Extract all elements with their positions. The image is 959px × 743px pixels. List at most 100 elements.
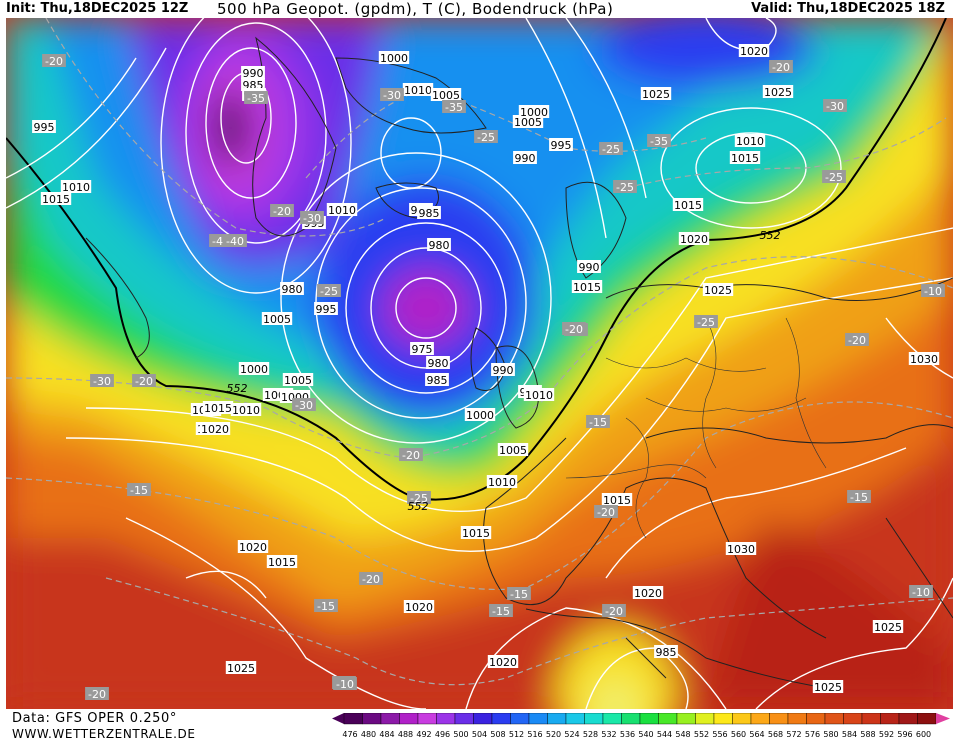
legend-swatch xyxy=(436,712,456,725)
svg-text:1015: 1015 xyxy=(42,193,70,206)
pressure-label: 1010 xyxy=(523,388,555,402)
pressure-label: 1015 xyxy=(266,555,298,569)
data-source: Data: GFS OPER 0.250° xyxy=(12,711,178,726)
legend-value: 592 xyxy=(879,730,894,739)
svg-text:1020: 1020 xyxy=(405,601,433,614)
temperature-label: -25 xyxy=(317,284,341,298)
svg-text:995: 995 xyxy=(551,139,572,152)
svg-text:995: 995 xyxy=(316,303,337,316)
temperature-label: -20 xyxy=(562,322,586,336)
pressure-label: 1005 xyxy=(497,443,529,457)
svg-text:1010: 1010 xyxy=(404,84,432,97)
svg-text:1030: 1030 xyxy=(910,353,938,366)
pressure-label: 1020 xyxy=(199,422,231,436)
legend-swatch xyxy=(806,712,826,725)
weather-map: 9959909859809951010101510001010100510051… xyxy=(6,18,953,709)
temperature-label: -20 xyxy=(270,204,294,218)
legend-value: 492 xyxy=(416,730,431,739)
pressure-label: 1015 xyxy=(202,401,234,415)
legend-value: 480 xyxy=(361,730,376,739)
temperature-label: -30 xyxy=(823,99,847,113)
legend-value: 560 xyxy=(731,730,746,739)
svg-text:-25: -25 xyxy=(616,181,634,194)
pressure-label: 1030 xyxy=(725,542,757,556)
svg-text:-25: -25 xyxy=(320,285,338,298)
temperature-label: -15 xyxy=(507,587,531,601)
legend-value: 600 xyxy=(916,730,931,739)
legend-value: 576 xyxy=(805,730,820,739)
legend-swatch xyxy=(491,712,511,725)
legend-value: 596 xyxy=(897,730,912,739)
pressure-label: 1020 xyxy=(738,44,770,58)
svg-text:-20: -20 xyxy=(565,323,583,336)
legend-value: 488 xyxy=(398,730,413,739)
svg-text:-20: -20 xyxy=(135,375,153,388)
svg-text:1010: 1010 xyxy=(525,389,553,402)
legend-swatch xyxy=(917,712,937,725)
svg-text:1000: 1000 xyxy=(380,52,408,65)
temperature-label: -35 xyxy=(647,134,671,148)
svg-text:1020: 1020 xyxy=(201,423,229,436)
pressure-label: 1005 xyxy=(261,312,293,326)
color-legend: 476 480 484 488 492 496 500 504 508 512 516 520 524 5… xyxy=(330,712,958,739)
temperature-label: -15 xyxy=(586,415,610,429)
legend-value: 548 xyxy=(675,730,690,739)
legend-swatch xyxy=(454,712,474,725)
legend-swatch xyxy=(750,712,770,725)
pressure-label: 1025 xyxy=(762,85,794,99)
pressure-label: 985 xyxy=(425,373,449,387)
legend-value: 536 xyxy=(620,730,635,739)
svg-text:1025: 1025 xyxy=(642,88,670,101)
legend-swatch xyxy=(898,712,918,725)
temperature-labels: -20 -35 -30 -35 -40 -25 -30 -20 -25 -30 -25 -35 -25 -… xyxy=(42,54,945,701)
legend-swatch xyxy=(547,712,567,725)
map-header: Init: Thu,18DEC2025 12Z 500 hPa Geopot. … xyxy=(0,0,959,18)
svg-text:1020: 1020 xyxy=(489,656,517,669)
pressure-label: 1020 xyxy=(632,586,664,600)
pressure-label: 1010 xyxy=(326,203,358,217)
temperature-label: -25 xyxy=(407,491,431,505)
legend-swatch xyxy=(658,712,678,725)
legend-swatch xyxy=(584,712,604,725)
pressure-label: 990 xyxy=(577,260,601,274)
website-credit: WWW.WETTERZENTRALE.DE xyxy=(12,727,196,741)
pressure-label: 1025 xyxy=(225,661,257,675)
pressure-label: 1010 xyxy=(60,180,92,194)
legend-value: 580 xyxy=(823,730,838,739)
svg-text:985: 985 xyxy=(419,207,440,220)
legend-swatch xyxy=(843,712,863,725)
pressure-label: 980 xyxy=(426,356,450,370)
temperature-label: -20 xyxy=(602,604,626,618)
legend-swatch xyxy=(732,712,752,725)
svg-text:-30: -30 xyxy=(295,399,313,412)
pressure-label: 1015 xyxy=(40,192,72,206)
svg-text:1020: 1020 xyxy=(740,45,768,58)
pressure-label: 1005 xyxy=(282,373,314,387)
pressure-label: 1000 xyxy=(378,51,410,65)
svg-text:-35: -35 xyxy=(650,135,668,148)
svg-text:1025: 1025 xyxy=(704,284,732,297)
svg-text:1005: 1005 xyxy=(499,444,527,457)
svg-text:1015: 1015 xyxy=(603,494,631,507)
svg-text:-15: -15 xyxy=(589,416,607,429)
pressure-label: 1015 xyxy=(672,198,704,212)
legend-swatch xyxy=(713,712,733,725)
svg-text:-15: -15 xyxy=(317,600,335,613)
pressure-label: 990 xyxy=(491,363,515,377)
svg-text:1020: 1020 xyxy=(239,541,267,554)
svg-text:995: 995 xyxy=(34,121,55,134)
svg-text:980: 980 xyxy=(429,239,450,252)
pressure-label: 1005 xyxy=(430,88,462,102)
pressure-label: 1015 xyxy=(460,526,492,540)
legend-swatch xyxy=(510,712,530,725)
svg-text:-25: -25 xyxy=(410,492,428,505)
svg-text:-35: -35 xyxy=(247,92,265,105)
country-borders xyxy=(565,317,827,539)
legend-value: 528 xyxy=(583,730,598,739)
contour-label: 552 xyxy=(760,229,781,242)
legend-value: 552 xyxy=(694,730,709,739)
legend-value: 568 xyxy=(768,730,783,739)
pressure-label: 1015 xyxy=(601,493,633,507)
svg-text:1020: 1020 xyxy=(680,233,708,246)
temperature-label: -25 xyxy=(474,130,498,144)
